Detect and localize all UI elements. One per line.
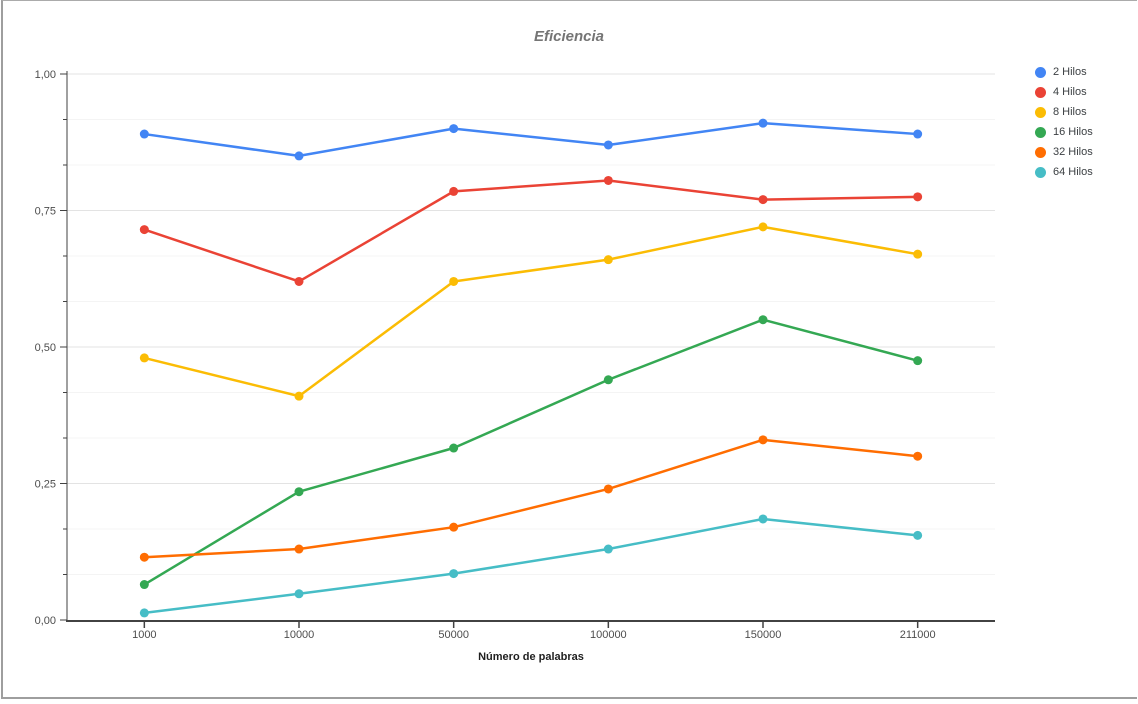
data-point-8-hilos-50000[interactable]	[449, 276, 459, 286]
data-point-16-hilos-150000[interactable]	[758, 315, 768, 325]
data-point-16-hilos-1000[interactable]	[139, 580, 149, 590]
data-point-4-hilos-150000[interactable]	[758, 195, 768, 205]
legend-label: 4 Hilos	[1053, 86, 1087, 98]
y-tick-label: 0,75	[35, 206, 56, 218]
data-point-2-hilos-150000[interactable]	[758, 118, 768, 128]
x-axis-title: Número de palabras	[478, 651, 584, 663]
legend-label: 8 Hilos	[1053, 106, 1087, 118]
legend-label: 64 Hilos	[1053, 166, 1093, 178]
legend-dot-icon	[1035, 166, 1046, 178]
data-point-8-hilos-211000[interactable]	[913, 249, 923, 259]
x-tick-label: 100000	[590, 629, 627, 641]
series-line-4-hilos	[143, 179, 919, 283]
data-point-2-hilos-50000[interactable]	[449, 124, 459, 134]
x-tick-label: 10000	[284, 629, 315, 641]
legend-dot-icon	[1035, 126, 1046, 138]
y-tick-label: 0,50	[35, 342, 56, 354]
legend-dot-icon	[1035, 106, 1046, 118]
data-point-32-hilos-150000[interactable]	[758, 435, 768, 445]
data-point-16-hilos-50000[interactable]	[449, 443, 459, 453]
series-line-8-hilos	[143, 225, 919, 398]
data-point-16-hilos-211000[interactable]	[913, 356, 923, 366]
x-tick-label: 50000	[438, 629, 469, 641]
legend-item-8-hilos[interactable]: 8 Hilos	[1035, 102, 1093, 122]
data-point-64-hilos-50000[interactable]	[449, 569, 459, 579]
data-point-8-hilos-150000[interactable]	[758, 222, 768, 232]
data-point-32-hilos-100000[interactable]	[603, 484, 613, 494]
legend-label: 2 Hilos	[1053, 66, 1087, 78]
data-point-64-hilos-100000[interactable]	[603, 544, 613, 554]
x-tick-label: 150000	[745, 629, 782, 641]
data-point-32-hilos-50000[interactable]	[449, 522, 459, 532]
data-point-4-hilos-211000[interactable]	[913, 192, 923, 202]
legend-label: 32 Hilos	[1053, 146, 1093, 158]
data-point-2-hilos-100000[interactable]	[603, 140, 613, 150]
data-point-32-hilos-1000[interactable]	[139, 552, 149, 562]
data-point-64-hilos-1000[interactable]	[139, 608, 149, 618]
data-point-32-hilos-10000[interactable]	[294, 544, 304, 554]
series-line-32-hilos	[143, 438, 919, 559]
y-tick-label: 0,00	[35, 615, 56, 627]
data-point-2-hilos-10000[interactable]	[294, 151, 304, 161]
data-point-2-hilos-1000[interactable]	[139, 129, 149, 139]
data-point-64-hilos-10000[interactable]	[294, 589, 304, 599]
legend-dot-icon	[1035, 146, 1046, 158]
y-tick-label: 1,00	[35, 69, 56, 81]
legend-item-64-hilos[interactable]: 64 Hilos	[1035, 162, 1093, 182]
legend-item-32-hilos[interactable]: 32 Hilos	[1035, 142, 1093, 162]
data-point-64-hilos-211000[interactable]	[913, 530, 923, 540]
data-point-4-hilos-50000[interactable]	[449, 186, 459, 196]
data-point-4-hilos-10000[interactable]	[294, 276, 304, 286]
legend-item-4-hilos[interactable]: 4 Hilos	[1035, 82, 1093, 102]
series-line-16-hilos	[143, 318, 919, 586]
data-point-64-hilos-150000[interactable]	[758, 514, 768, 524]
data-point-2-hilos-211000[interactable]	[913, 129, 923, 139]
legend-dot-icon	[1035, 86, 1046, 98]
data-point-4-hilos-100000[interactable]	[603, 175, 613, 185]
y-tick-label: 0,25	[35, 479, 56, 491]
chart-legend: 2 Hilos 4 Hilos 8 Hilos 16 Hilos 32 Hilos 64 …	[1035, 62, 1093, 182]
data-point-4-hilos-1000[interactable]	[139, 225, 149, 235]
legend-dot-icon	[1035, 66, 1046, 78]
data-point-32-hilos-211000[interactable]	[913, 451, 923, 461]
series-line-64-hilos	[143, 517, 919, 615]
x-tick-label: 211000	[900, 629, 936, 641]
series-line-2-hilos	[143, 121, 919, 158]
legend-item-2-hilos[interactable]: 2 Hilos	[1035, 62, 1093, 82]
data-point-8-hilos-10000[interactable]	[294, 391, 304, 401]
data-point-16-hilos-100000[interactable]	[603, 375, 613, 385]
data-point-16-hilos-10000[interactable]	[294, 487, 304, 497]
data-point-8-hilos-100000[interactable]	[603, 255, 613, 265]
data-point-8-hilos-1000[interactable]	[139, 353, 149, 363]
x-tick-label: 1000	[132, 629, 156, 641]
legend-item-16-hilos[interactable]: 16 Hilos	[1035, 122, 1093, 142]
chart-title: Eficiencia	[533, 28, 605, 45]
legend-label: 16 Hilos	[1053, 126, 1093, 138]
